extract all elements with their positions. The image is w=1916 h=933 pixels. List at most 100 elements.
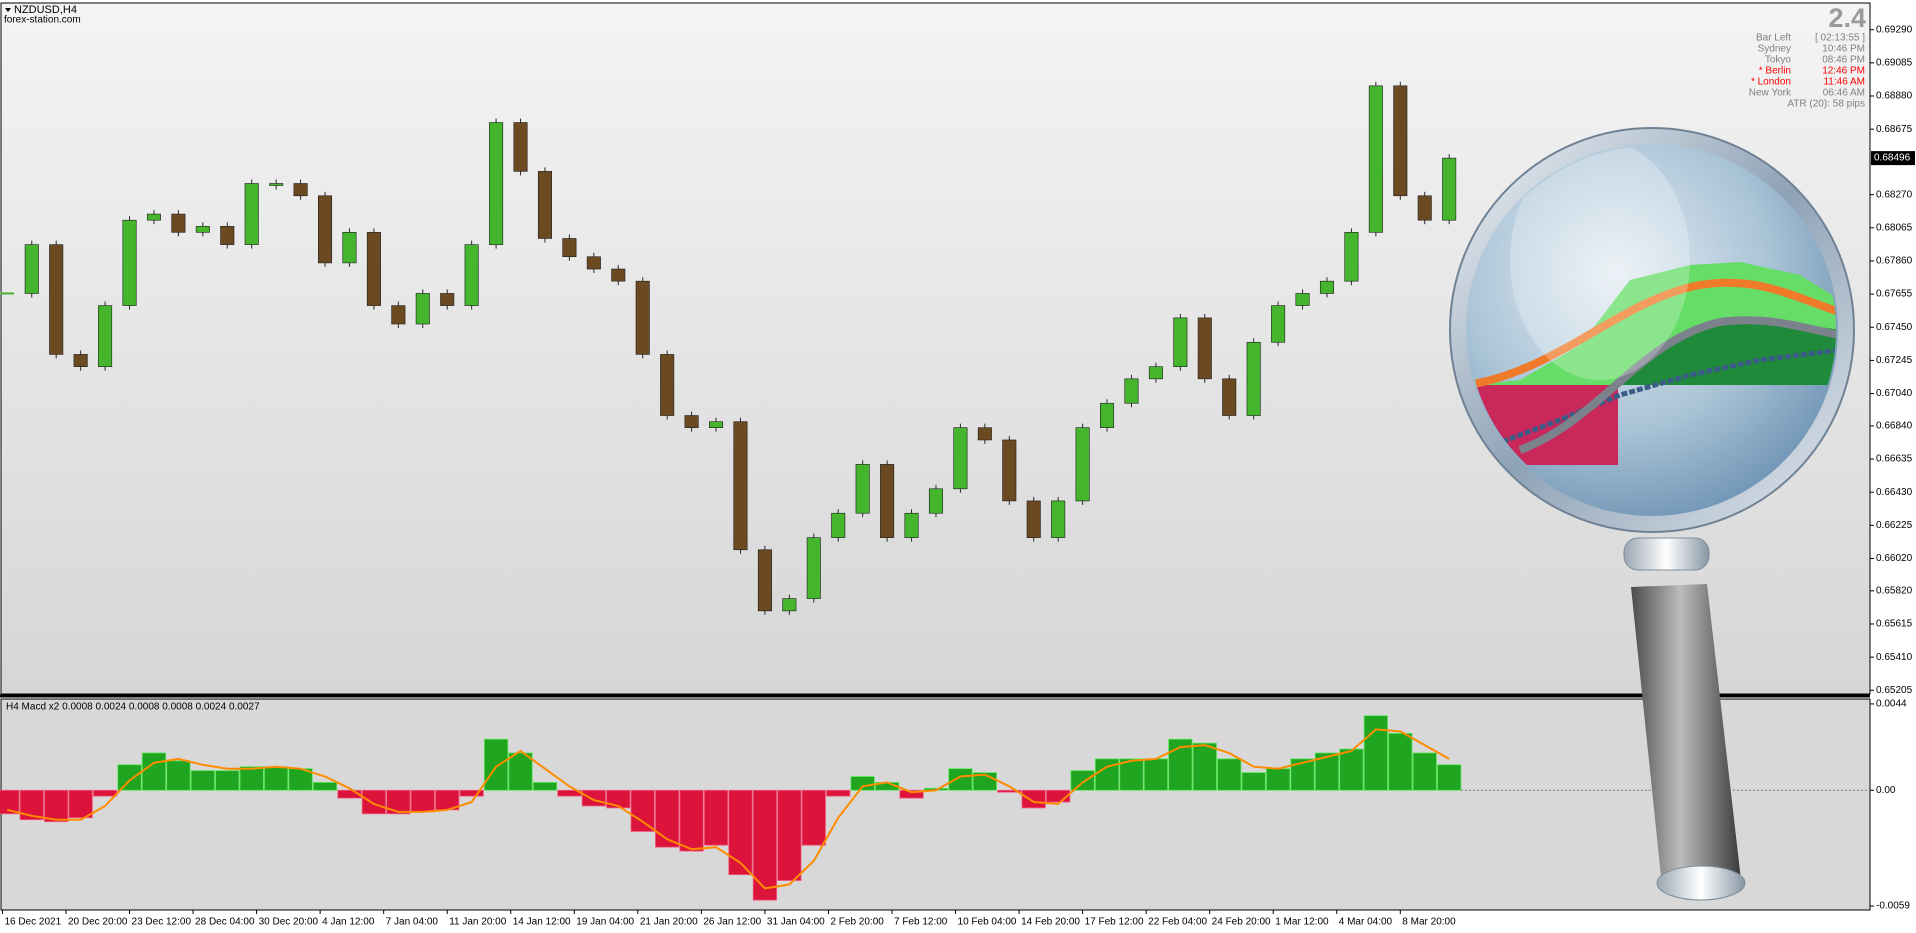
info-value: 06:46 AM	[1823, 88, 1865, 99]
candle	[1197, 317, 1212, 380]
histogram-bar	[215, 770, 240, 791]
x-tick-label: 19 Jan 04:00	[576, 917, 634, 928]
histogram-bar	[1241, 772, 1266, 791]
histogram-bar	[728, 789, 753, 876]
candle	[977, 427, 992, 441]
signal-line	[7, 728, 1450, 890]
y-tick-label: 0.66430	[1876, 487, 1913, 498]
info-label: New York	[1749, 88, 1792, 99]
histogram-bar	[1143, 758, 1169, 791]
menu-arrow[interactable]	[5, 8, 11, 12]
candle	[1051, 500, 1066, 538]
y-tick-label: 0.65820	[1876, 585, 1913, 596]
candle	[562, 238, 577, 258]
lens-line	[1479, 347, 1836, 453]
histogram-bar	[1412, 752, 1437, 791]
histogram-bar	[410, 789, 435, 813]
x-tick-label: 14 Jan 12:00	[513, 917, 571, 928]
lens-glare	[1510, 146, 1690, 380]
histogram-bar	[92, 789, 118, 797]
x-tick-label: 26 Jan 12:00	[703, 917, 761, 928]
histogram-bar	[459, 789, 484, 797]
y-tick-label: 0.67245	[1876, 355, 1913, 366]
histogram-bar	[190, 770, 215, 791]
y-tick-label: 0.68270	[1876, 189, 1913, 200]
candle	[366, 232, 381, 306]
candle	[1026, 500, 1041, 538]
histogram-bar	[1437, 764, 1462, 791]
x-tick-label: 2 Feb 20:00	[830, 917, 884, 928]
candle	[1100, 402, 1115, 428]
histogram-bar	[532, 782, 558, 791]
y-tick-label: 0.65205	[1876, 685, 1913, 696]
histogram-bar	[117, 764, 142, 791]
histogram-bar	[655, 789, 680, 848]
y-tick-label: 0.66225	[1876, 520, 1913, 531]
y-tick-label: 0.66840	[1876, 421, 1913, 432]
y-tick-label: 0.66635	[1876, 454, 1913, 465]
y-tick-label: 0.0044	[1876, 699, 1907, 710]
histogram-bar	[899, 789, 924, 799]
histogram-bar	[0, 789, 20, 815]
y-tick-label: -0.0059	[1876, 901, 1910, 912]
y-tick-label: 0.69085	[1876, 58, 1913, 69]
y-tick-label: 0.67860	[1876, 256, 1913, 267]
candle	[586, 256, 601, 270]
histogram-bar	[777, 789, 802, 881]
x-tick-label: 24 Feb 20:00	[1212, 917, 1271, 928]
histogram-bar	[801, 789, 826, 846]
histogram-bar	[1217, 758, 1242, 791]
histogram-bar	[312, 782, 338, 791]
histogram-bar	[850, 776, 875, 791]
candle	[953, 427, 968, 490]
x-tick-label: 10 Feb 04:00	[958, 917, 1017, 928]
histogram-bar	[239, 766, 264, 791]
candle	[1173, 317, 1188, 368]
candle	[1075, 427, 1090, 502]
candle	[489, 122, 504, 245]
candle	[293, 183, 308, 197]
candle	[1002, 439, 1017, 502]
histogram-bar	[1314, 752, 1340, 791]
x-tick-label: 17 Feb 12:00	[1085, 917, 1144, 928]
x-tick-label: 16 Dec 2021	[4, 917, 61, 928]
candle	[537, 171, 552, 239]
candle	[1319, 280, 1335, 294]
histogram-bar	[1021, 789, 1046, 809]
candle	[1417, 195, 1432, 221]
lens-content	[1468, 146, 1836, 465]
candle	[464, 244, 479, 306]
info-label: Sydney	[1758, 44, 1791, 55]
candle	[244, 183, 259, 245]
info-label: * London	[1751, 77, 1791, 88]
histogram-bar	[1094, 758, 1120, 791]
y-tick-label: 0.68065	[1876, 222, 1913, 233]
x-tick-label: 21 Jan 20:00	[640, 917, 698, 928]
candle	[49, 244, 64, 355]
candle	[635, 280, 650, 355]
x-tick-label: 31 Jan 04:00	[767, 917, 825, 928]
source: forex-station.com	[4, 15, 81, 26]
candle	[880, 464, 895, 538]
candle	[1393, 85, 1408, 197]
y-tick-label: 0.67655	[1876, 289, 1913, 300]
histogram-bar	[606, 789, 631, 809]
candle	[831, 512, 846, 538]
y-tick-label: 0.65615	[1876, 619, 1913, 630]
lens-orange	[1468, 278, 1836, 389]
x-tick-label: 11 Jan 20:00	[449, 917, 507, 928]
macd-pane	[0, 698, 1871, 911]
info-value: 2.4	[1828, 3, 1866, 33]
histogram-bar	[1388, 732, 1413, 791]
candle	[1271, 305, 1286, 343]
candle	[1148, 366, 1163, 380]
histogram-bar	[19, 789, 44, 821]
y-tick-label: 0.67450	[1876, 322, 1913, 333]
histogram-bar	[1046, 789, 1071, 803]
info-value: 08:46 PM	[1822, 55, 1865, 66]
candle	[146, 213, 161, 221]
x-tick-label: 20 Dec 20:00	[68, 917, 128, 928]
y-tick-label: 0.68880	[1876, 91, 1913, 102]
